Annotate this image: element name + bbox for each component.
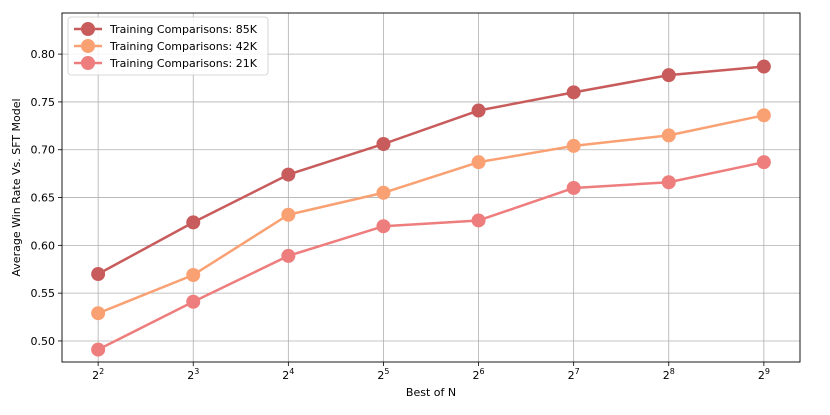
series-1 xyxy=(91,59,771,282)
legend-swatch-marker xyxy=(81,56,95,70)
data-point xyxy=(566,85,581,100)
x-tick-label: 28 xyxy=(663,367,675,382)
y-tick-label: 0.75 xyxy=(31,96,56,109)
legend-item: Training Comparisons: 42K xyxy=(74,39,258,53)
data-point xyxy=(566,180,581,195)
series-group xyxy=(91,59,771,357)
legend-box xyxy=(67,16,269,76)
data-point xyxy=(756,59,771,74)
y-tick-label: 0.60 xyxy=(31,239,56,252)
data-point xyxy=(756,108,771,123)
y-tick-label: 0.65 xyxy=(31,192,56,205)
data-point xyxy=(186,267,201,282)
data-point xyxy=(91,306,106,321)
series-2 xyxy=(91,108,771,321)
series-line xyxy=(97,114,765,315)
data-point xyxy=(91,267,106,282)
data-point xyxy=(661,128,676,143)
data-point xyxy=(376,185,391,200)
x-tick-label: 25 xyxy=(377,367,389,382)
x-axis: 22 23 24 25 26 27 28 29 xyxy=(92,362,770,382)
legend: Training Comparisons: 85K Training Compar… xyxy=(67,16,269,76)
data-point xyxy=(376,136,391,151)
x-tick-label: 26 xyxy=(473,367,485,382)
y-tick-label: 0.80 xyxy=(31,48,56,61)
series-line xyxy=(97,65,764,276)
x-tick-label: 23 xyxy=(187,367,199,382)
x-axis-title: Best of N xyxy=(406,386,456,399)
series-3 xyxy=(91,155,771,357)
y-tick-label: 0.70 xyxy=(31,144,56,157)
data-point xyxy=(661,68,676,83)
data-point xyxy=(186,294,201,309)
y-axis-title: Average Win Rate Vs. SFT Model xyxy=(10,98,23,276)
x-tick-label: 27 xyxy=(568,367,580,382)
y-tick-label: 0.55 xyxy=(31,287,56,300)
legend-label: Training Comparisons: 21K xyxy=(109,57,258,70)
legend-label: Training Comparisons: 85K xyxy=(109,23,258,36)
data-point xyxy=(661,175,676,190)
legend-swatch-marker xyxy=(81,39,95,53)
data-point xyxy=(471,155,486,170)
data-point xyxy=(376,219,391,234)
data-point xyxy=(756,155,771,170)
x-tick-label: 24 xyxy=(282,367,294,382)
data-point xyxy=(281,207,296,222)
data-point xyxy=(281,167,296,182)
legend-item: Training Comparisons: 21K xyxy=(74,56,258,70)
data-point xyxy=(471,103,486,118)
data-point xyxy=(91,342,106,357)
x-tick-label: 29 xyxy=(758,367,770,382)
y-tick-label: 0.50 xyxy=(31,335,56,348)
series-line xyxy=(97,160,765,351)
legend-swatch-marker xyxy=(81,22,95,36)
y-axis: 0.50 0.55 0.60 0.65 0.70 0.75 0.80 xyxy=(31,48,62,348)
legend-item: Training Comparisons: 85K xyxy=(74,22,258,36)
data-point xyxy=(281,248,296,263)
data-point xyxy=(566,138,581,153)
legend-label: Training Comparisons: 42K xyxy=(109,40,258,53)
x-tick-label: 22 xyxy=(92,367,104,382)
plot-frame xyxy=(61,12,801,363)
data-point xyxy=(186,215,201,230)
data-point xyxy=(471,213,486,228)
